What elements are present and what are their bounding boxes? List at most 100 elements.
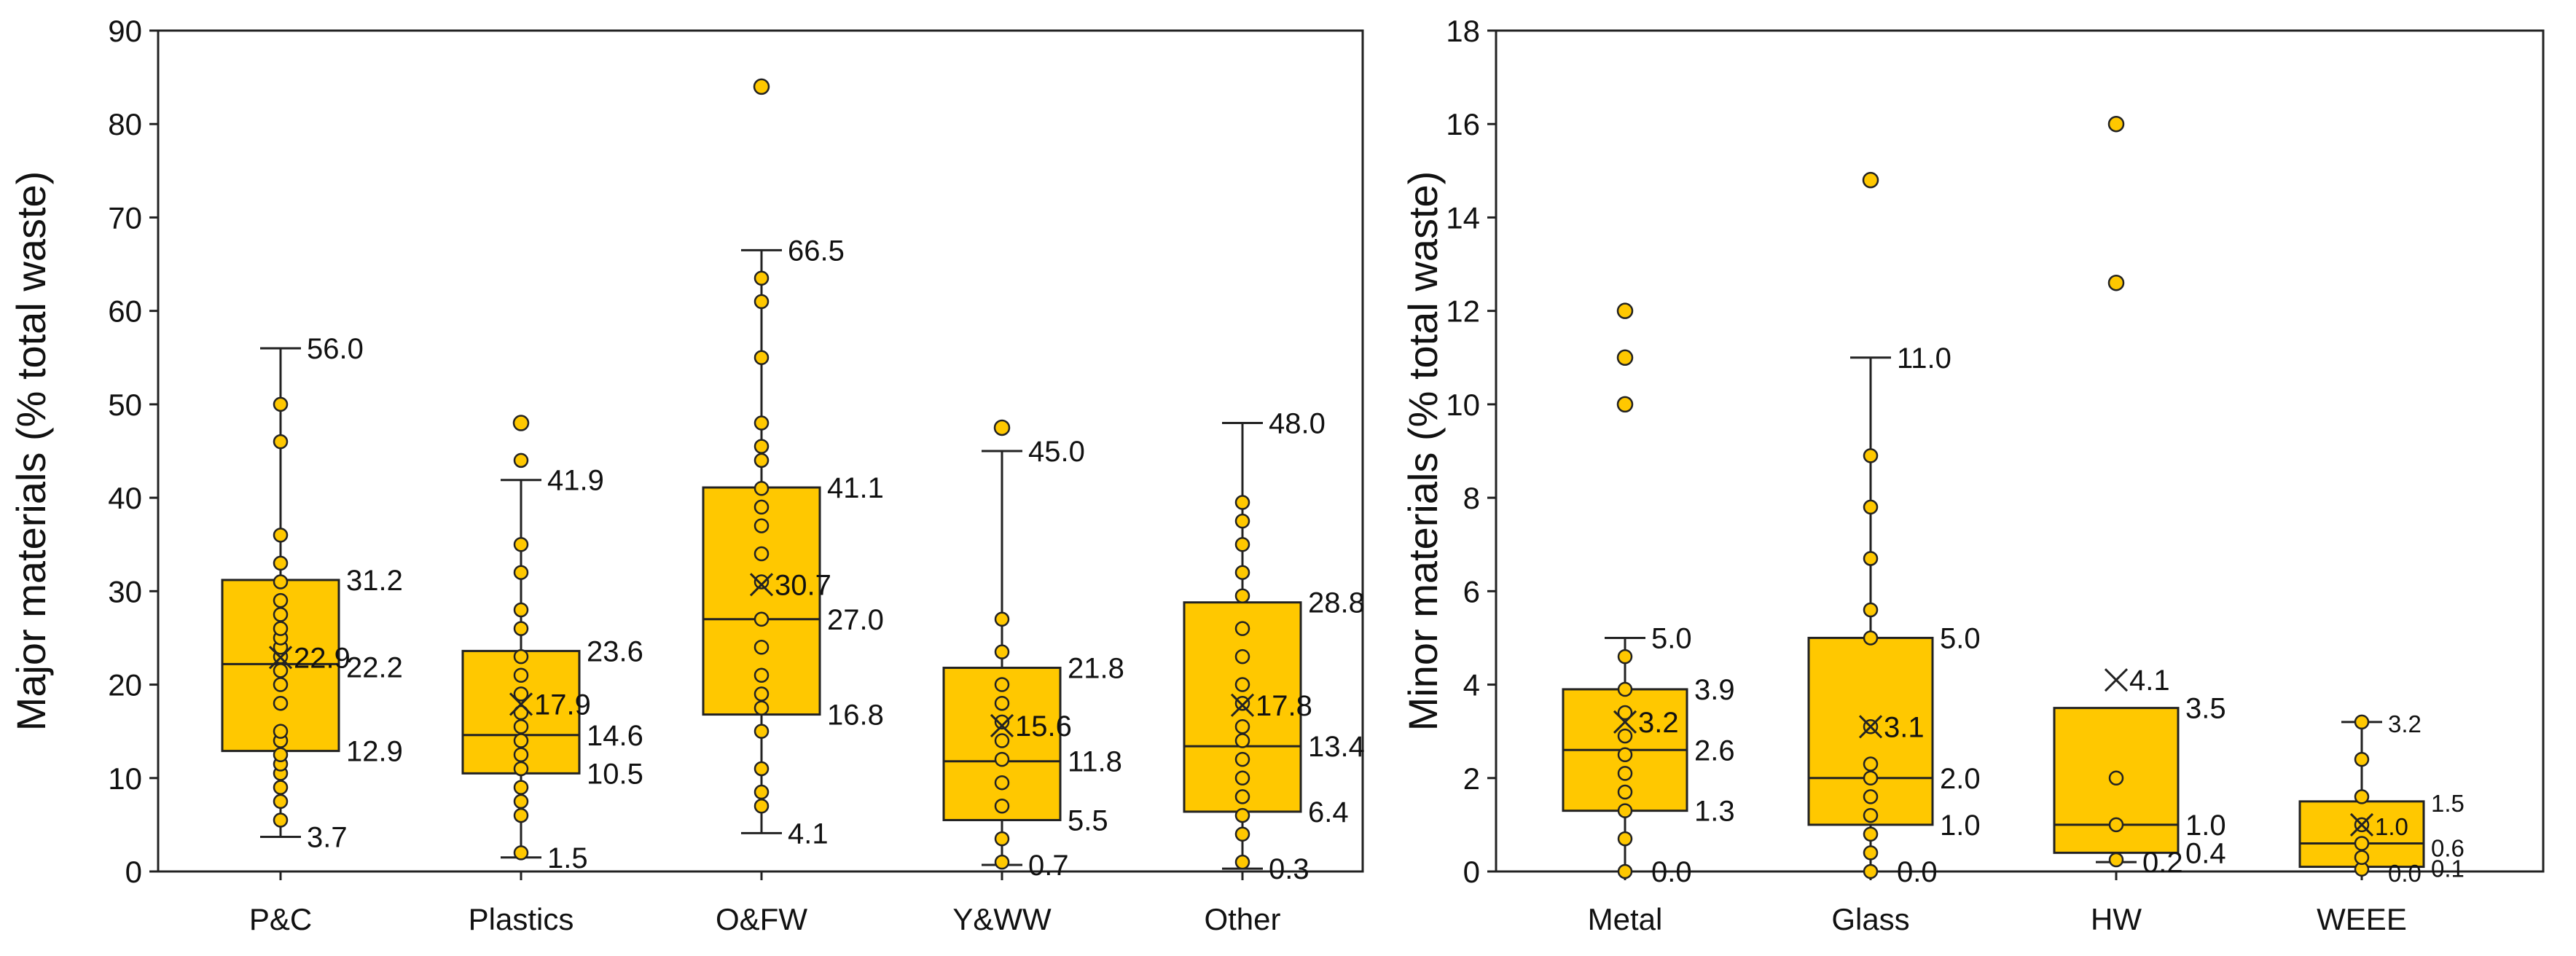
y-tick-label: 30 [108, 574, 142, 608]
data-point [1617, 649, 1633, 665]
data-point [1234, 695, 1250, 711]
data-point [753, 784, 770, 800]
data-point [753, 700, 770, 716]
data-point [1234, 826, 1250, 842]
x-tick-label: WEEE [2317, 902, 2407, 936]
data-label-median: 14.6 [587, 720, 643, 752]
data-point [513, 705, 529, 721]
data-point [273, 695, 289, 711]
data-label-mean: 3.2 [1638, 707, 1679, 739]
outlier-point [2107, 115, 2125, 133]
data-point [273, 677, 289, 692]
data-label-mean: 15.6 [1015, 710, 1072, 743]
outlier-point [1616, 302, 1634, 319]
data-label-max: 3.2 [2388, 710, 2422, 737]
x-tick-label: O&FW [716, 902, 807, 936]
data-point [1617, 803, 1633, 818]
y-tick-label: 6 [1463, 574, 1480, 608]
data-point [513, 733, 529, 748]
data-point [273, 794, 289, 810]
data-point [273, 555, 289, 571]
data-point [994, 854, 1010, 870]
data-point [273, 592, 289, 608]
data-label-q3: 23.6 [587, 635, 643, 667]
data-point [2354, 836, 2370, 851]
data-point [994, 798, 1010, 814]
data-label-max: 48.0 [1269, 408, 1326, 440]
data-point [2108, 770, 2124, 786]
data-label-median: 22.2 [346, 651, 403, 683]
data-point [2354, 751, 2370, 767]
data-point [513, 794, 529, 810]
data-label-q1: 10.5 [587, 758, 643, 790]
data-point [1863, 863, 1879, 879]
data-point [753, 574, 770, 589]
data-point [753, 640, 770, 655]
data-label-min: 4.1 [788, 818, 829, 850]
x-tick-label: Plastics [469, 902, 574, 936]
y-tick-label: 4 [1463, 668, 1480, 702]
data-label-min: 0.7 [1028, 850, 1069, 882]
y-tick-label: 14 [1446, 200, 1480, 235]
mean-marker [2349, 812, 2374, 836]
data-point [513, 761, 529, 777]
y-tick-label: 90 [108, 14, 142, 48]
data-point [1234, 649, 1250, 665]
data-label-median: 11.8 [1068, 746, 1122, 778]
data-point [513, 452, 529, 469]
data-point [1617, 681, 1633, 697]
data-point [273, 621, 289, 636]
data-point [1617, 766, 1633, 781]
y-axis-title: Minor materials (% total waste) [1400, 171, 1446, 732]
mean-marker [990, 713, 1014, 738]
data-point [2354, 714, 2370, 730]
x-tick-label: HW [2091, 902, 2142, 936]
x-tick-label: Glass [1831, 902, 1909, 936]
data-point [1617, 784, 1633, 800]
data-point [1863, 551, 1879, 566]
data-point [273, 528, 289, 543]
data-point [753, 761, 770, 777]
data-point [1617, 705, 1633, 721]
box-group-glass: Glass 11.0 5.0 2.0 1.00.0 3.1 [1807, 171, 1981, 936]
data-point [1863, 807, 1879, 823]
data-label-median: 1.0 [2185, 810, 2226, 842]
data-point [753, 270, 770, 286]
y-tick-label: 2 [1463, 761, 1480, 796]
data-point [1234, 588, 1250, 603]
data-point [753, 546, 770, 562]
data-point [273, 663, 289, 678]
data-point [1234, 536, 1250, 552]
data-point [273, 396, 289, 412]
data-point [1234, 751, 1250, 767]
data-point [753, 798, 770, 814]
y-tick-label: 40 [108, 481, 142, 515]
data-label-median: 13.4 [1308, 731, 1365, 763]
data-point [753, 499, 770, 515]
data-point [994, 644, 1010, 659]
data-point [273, 574, 289, 589]
y-tick-label: 10 [1446, 388, 1480, 422]
data-label-q3: 3.9 [1694, 674, 1735, 706]
mean-marker [749, 573, 774, 597]
y-tick-label: 12 [1446, 294, 1480, 329]
data-label-q1: 5.5 [1068, 804, 1108, 836]
data-label-mean: 17.9 [534, 689, 591, 721]
data-label-median: 2.6 [1694, 734, 1735, 767]
data-point [753, 518, 770, 533]
data-point [2354, 850, 2370, 866]
outlier-point [753, 78, 770, 95]
data-point [513, 602, 529, 618]
data-label-mean: 1.0 [2375, 813, 2408, 840]
data-point [1863, 630, 1879, 646]
data-point [273, 812, 289, 828]
y-tick-label: 8 [1463, 481, 1480, 515]
data-point [1234, 677, 1250, 692]
data-label-median: 27.0 [827, 604, 884, 636]
data-label-q3: 1.5 [2431, 790, 2465, 817]
data-label-q3: 28.8 [1308, 587, 1365, 619]
data-point [513, 621, 529, 636]
data-point [273, 434, 289, 450]
data-point [753, 481, 770, 496]
